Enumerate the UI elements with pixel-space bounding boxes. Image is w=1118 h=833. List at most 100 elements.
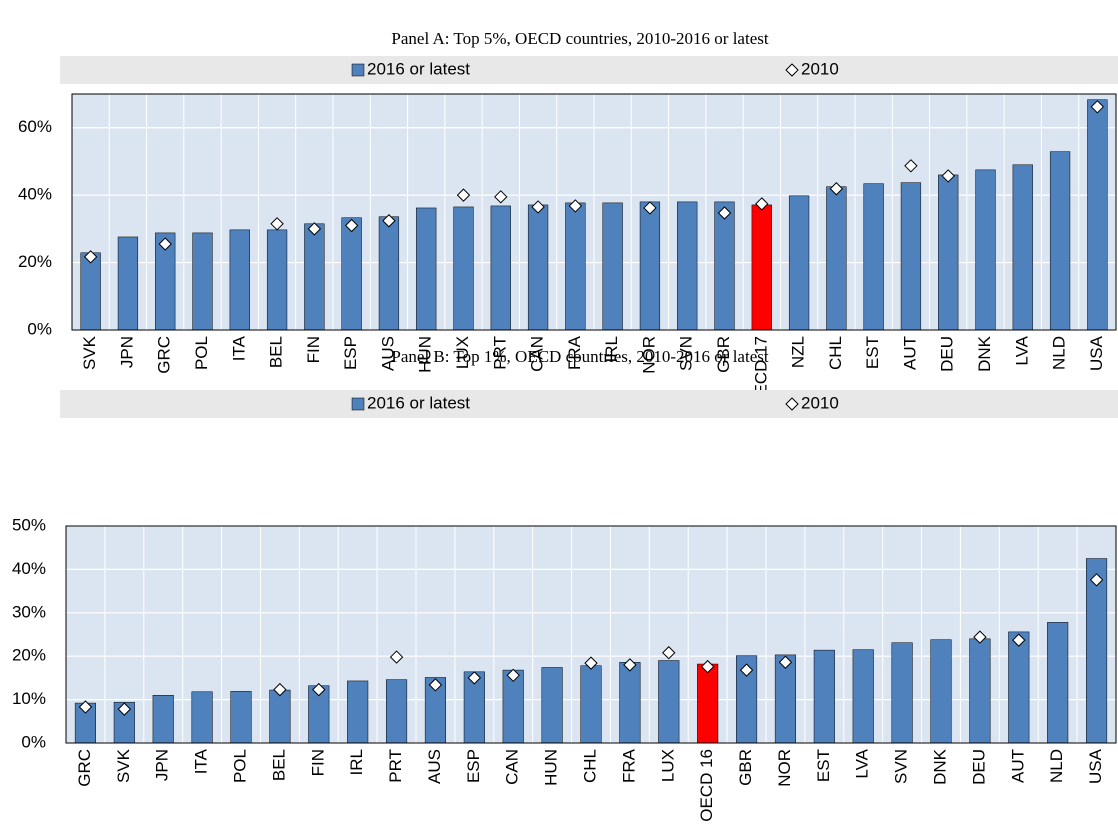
bar [1008,631,1030,744]
legend-label: 2010 [801,393,839,412]
x-tick-label: PRT [490,336,509,370]
marker-2010 [270,217,284,231]
x-tick-label: DNK [930,748,949,785]
x-tick-label: GRC [75,749,94,787]
y-tick-label: 10% [12,689,46,708]
x-tick-label: GBR [736,749,755,786]
legend-marker [351,63,365,77]
x-tick-label: FIN [308,749,327,776]
bar [619,662,641,744]
x-tick-label: SVK [80,335,99,370]
marker-2010 [1090,100,1105,114]
marker-2010 [739,663,754,677]
bar [580,665,602,744]
marker-2010 [643,201,657,215]
x-tick-label: LUX [453,336,472,369]
chart-title: Panel B: Top 1%, OECD countries, 2010-20… [391,347,768,366]
x-tick-label: GBR [714,336,733,373]
bar [639,201,661,331]
x-tick-label: DNK [975,335,994,372]
bar [453,206,474,331]
marker-2010 [829,182,844,196]
y-tick-label: 0% [27,319,52,338]
y-tick-label: 0% [21,732,46,751]
bar [975,169,996,331]
y-tick-label: 40% [12,559,46,578]
x-tick-label: JPN [153,749,172,781]
bar [697,663,719,744]
bar [378,216,400,331]
x-tick-label: LUX [658,749,677,782]
x-tick-label: CAN [528,336,547,372]
marker-2010 [307,222,322,236]
bar [192,232,213,331]
legend-label: 2010 [801,59,839,78]
x-tick-label: NZL [789,336,808,368]
x-tick-label: CHL [580,749,599,783]
x-tick-label: POL [230,749,249,783]
marker-2010 [312,682,326,697]
x-tick-label: NLD [1050,336,1069,370]
x-tick-label: AUT [1008,749,1027,783]
bar [714,201,735,331]
legend-band [60,56,1118,84]
y-tick-label: 20% [18,252,52,271]
marker-2010 [531,200,545,214]
legend-marker [351,397,365,411]
marker-2010 [506,668,520,683]
x-tick-label: AUS [425,749,444,784]
y-tick-label: 50% [12,515,46,534]
marker-2010 [158,237,172,251]
marker-2010 [78,700,93,714]
x-tick-label: FIN [304,336,323,363]
marker-2010 [755,197,769,211]
bar [229,229,250,331]
x-tick-label: IRL [347,749,366,775]
bar [416,207,437,331]
marker-2010 [700,659,715,674]
x-tick-label: DEU [938,336,957,372]
x-tick-label: SVN [892,749,911,784]
plot-border [71,93,1117,331]
bar [386,679,408,744]
bar [541,667,563,744]
marker-2010 [344,218,359,233]
bar [1049,151,1071,331]
bar [347,680,369,744]
x-tick-label: CAN [503,749,522,785]
bar [658,660,680,744]
x-tick-label: OECD 16 [697,749,716,822]
x-tick-label: SVK [114,748,133,783]
x-tick-label: POL [192,336,211,370]
x-tick-label: NOR [639,336,658,374]
x-tick-label: PRT [386,749,405,783]
bar [117,236,139,331]
marker-2010 [941,169,955,183]
marker-2010 [778,655,793,669]
y-tick-label: 60% [18,117,52,136]
x-tick-label: ESP [464,749,483,783]
bar [191,691,213,744]
x-tick-label: AUT [900,336,919,370]
bar [490,205,511,331]
marker-2010 [662,646,676,660]
bar [900,182,922,331]
marker-2010 [117,702,132,716]
x-tick-label: DEU [969,749,988,785]
plot-border [65,525,1117,744]
legend-marker [785,397,799,411]
marker-2010 [428,678,443,692]
y-tick-label: 40% [18,185,52,204]
marker-2010 [382,214,396,228]
x-tick-label: USA [1087,335,1106,371]
bar [304,223,325,331]
bar [266,229,288,331]
x-tick-label: AUS [378,336,397,371]
marker-2010 [973,630,987,644]
bar [1087,99,1108,331]
x-tick-label: EST [814,749,833,782]
bar [341,217,362,331]
x-tick-label: NLD [1047,749,1066,783]
x-tick-label: NOR [775,749,794,787]
bar [269,689,291,744]
